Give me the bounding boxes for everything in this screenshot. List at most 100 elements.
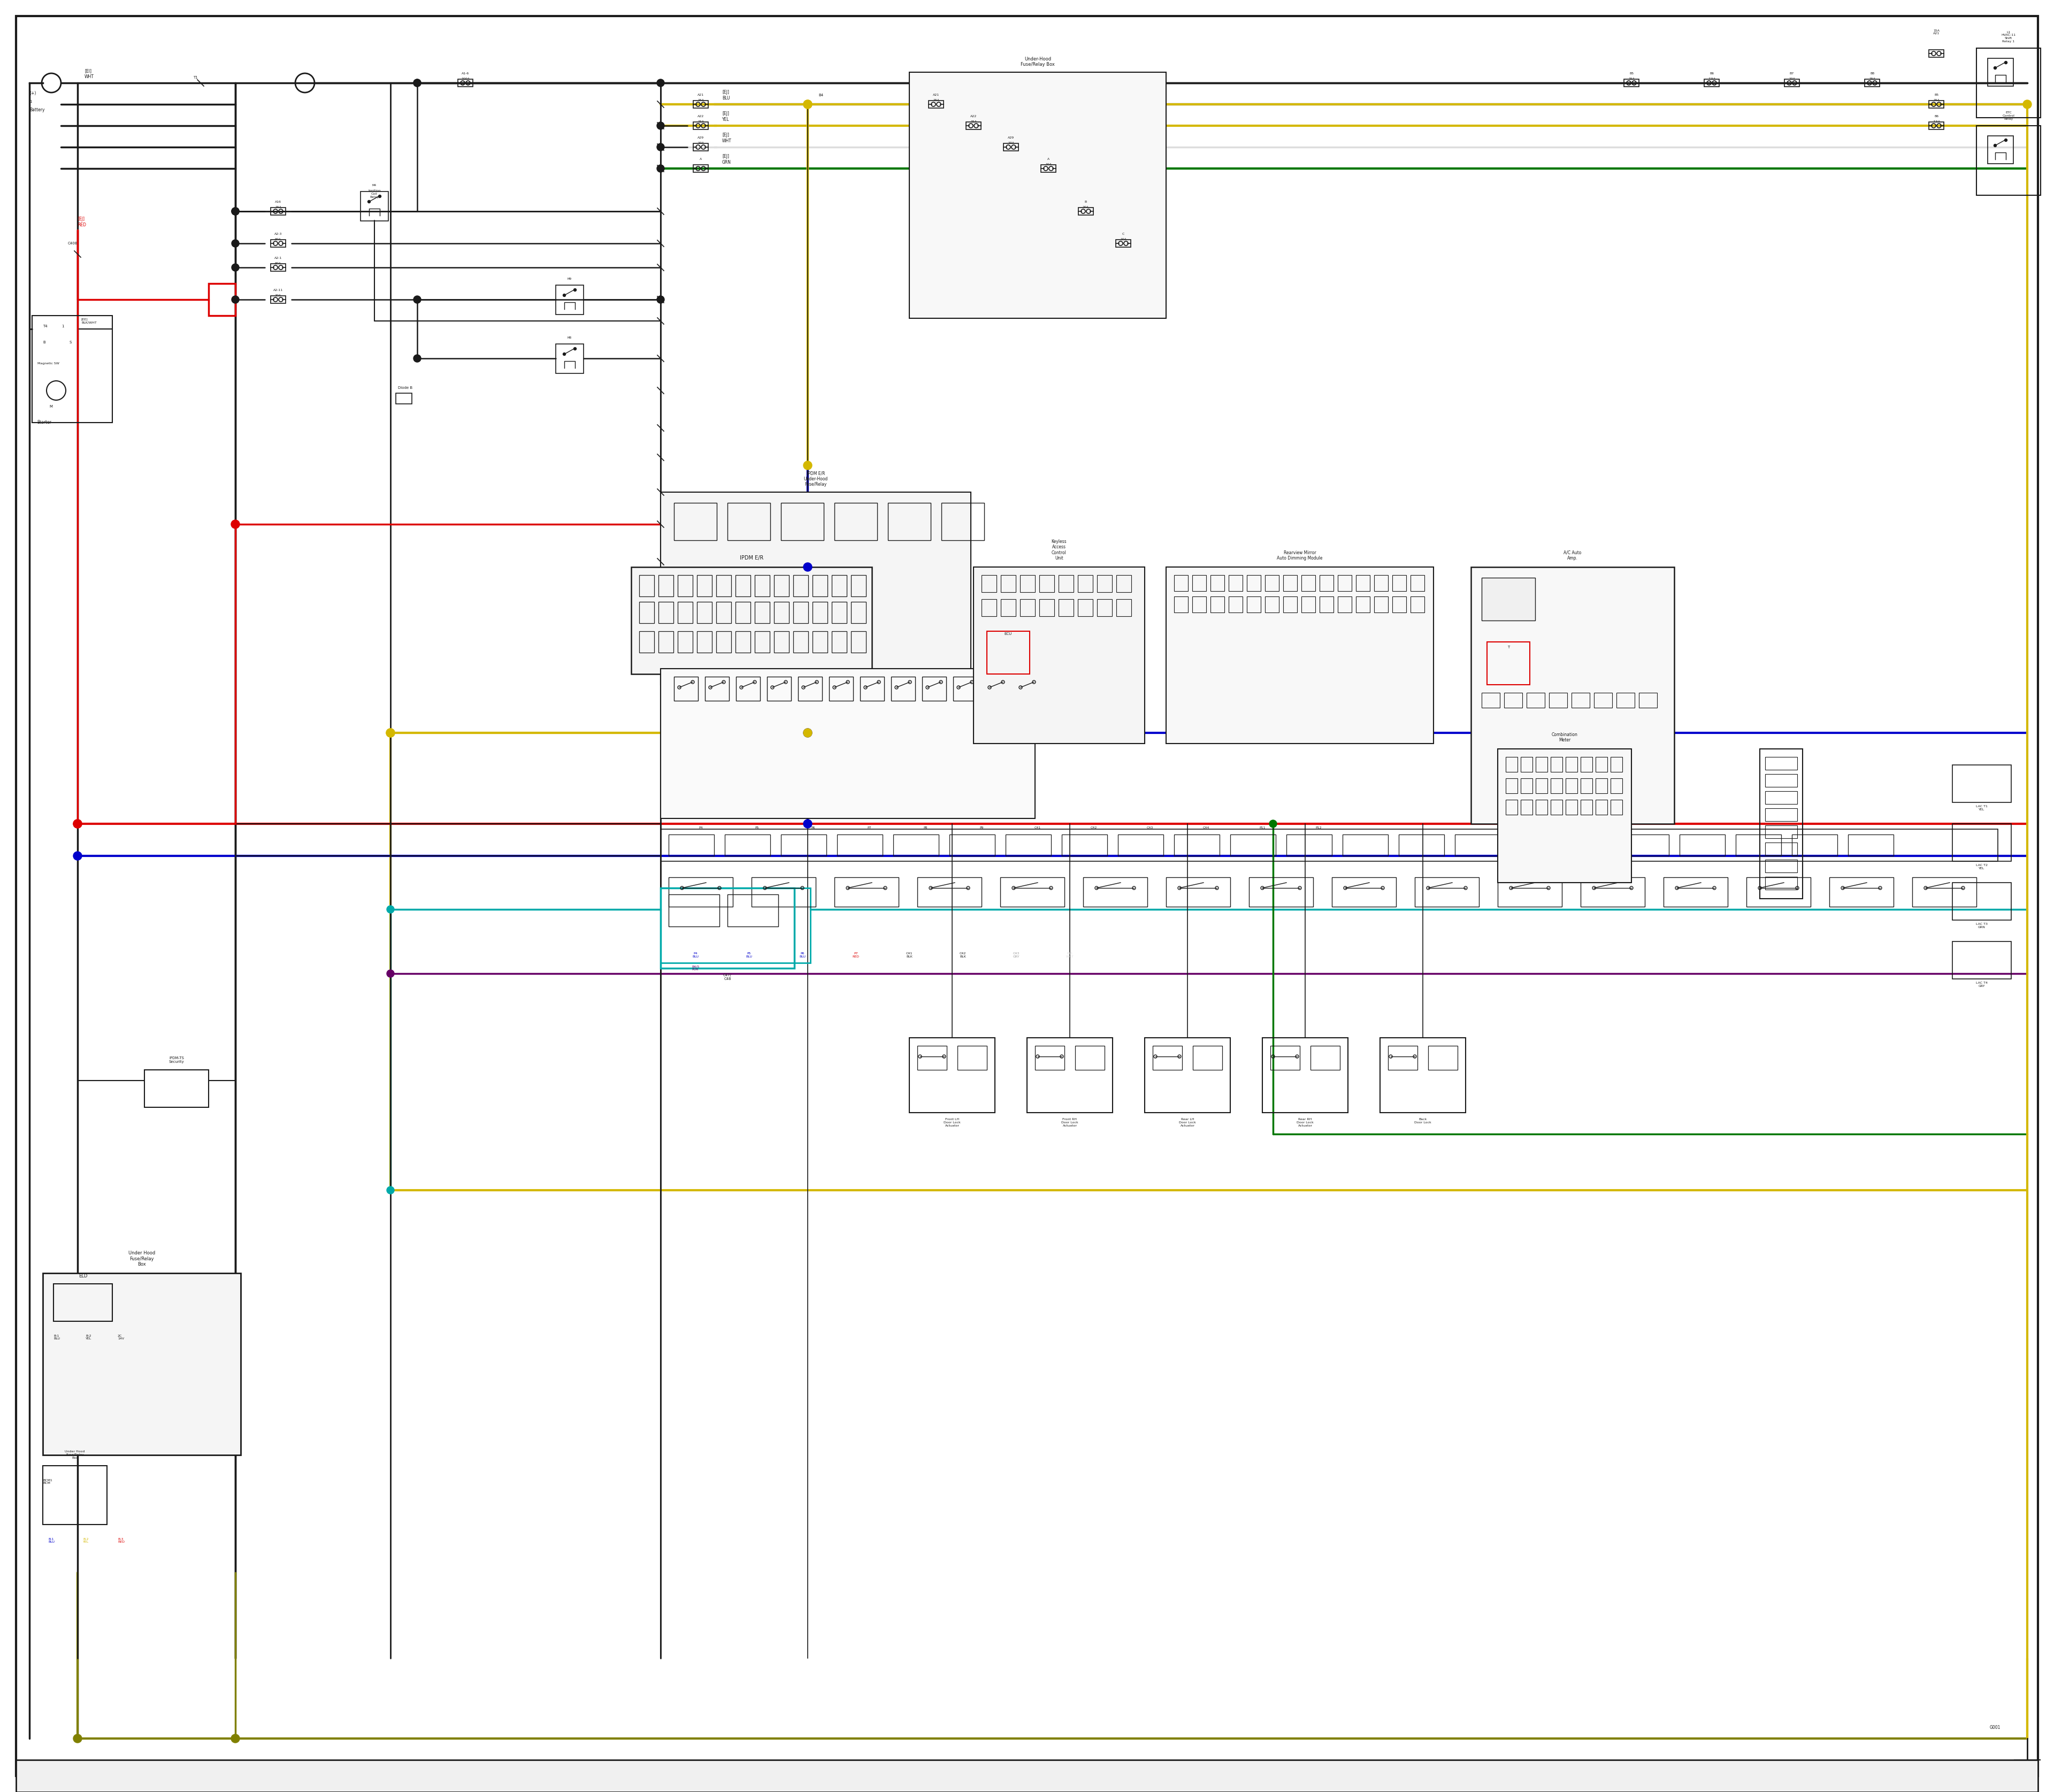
Bar — [793, 602, 807, 624]
Bar — [1664, 878, 1727, 907]
Text: A2-3: A2-3 — [275, 233, 281, 235]
Bar — [1191, 575, 1206, 591]
Bar — [861, 677, 883, 701]
Bar — [754, 602, 770, 624]
Bar — [661, 668, 1035, 819]
Bar — [1764, 860, 1797, 873]
Text: M4: M4 — [372, 185, 376, 186]
Text: LAC T3
GRN: LAC T3 GRN — [1976, 923, 1988, 928]
Bar — [1302, 597, 1315, 613]
Bar — [949, 835, 994, 857]
Bar — [1343, 835, 1389, 857]
Bar — [1639, 694, 1658, 708]
Bar — [1078, 575, 1093, 591]
Text: 60A: 60A — [275, 262, 281, 265]
Text: C42
BLK: C42 BLK — [959, 952, 965, 959]
Circle shape — [657, 165, 663, 172]
Bar — [1356, 575, 1370, 591]
Circle shape — [413, 296, 421, 303]
Bar — [1551, 756, 1563, 772]
Bar — [1551, 778, 1563, 794]
Bar — [850, 602, 867, 624]
Text: 10A: 10A — [698, 142, 705, 145]
Text: C43: C43 — [1146, 826, 1154, 830]
Text: P6: P6 — [811, 826, 815, 830]
Bar — [1265, 575, 1280, 591]
Bar — [631, 566, 871, 674]
Text: B4/5
PUR: B4/5 PUR — [692, 966, 698, 971]
Bar — [754, 631, 770, 652]
Bar — [1247, 597, 1261, 613]
Text: B5: B5 — [1629, 72, 1633, 75]
Bar — [1393, 597, 1407, 613]
Bar — [1865, 79, 1879, 86]
Text: 100A: 100A — [460, 77, 470, 81]
Bar — [1976, 125, 2040, 195]
Bar — [1015, 677, 1039, 701]
Bar — [1210, 597, 1224, 613]
Circle shape — [230, 1735, 240, 1744]
Text: [EI]
WHT: [EI] WHT — [84, 68, 94, 79]
Circle shape — [386, 969, 394, 977]
Text: IPDM E/R
Under-Hood
Fuse/Relay: IPDM E/R Under-Hood Fuse/Relay — [803, 471, 828, 487]
Circle shape — [232, 208, 238, 215]
Text: A2-1: A2-1 — [275, 256, 281, 260]
Bar — [1582, 778, 1592, 794]
Bar — [659, 575, 674, 597]
Text: T1: T1 — [193, 75, 197, 79]
Text: Combination
Meter: Combination Meter — [1551, 733, 1577, 742]
Bar — [362, 192, 388, 220]
Text: B4: B4 — [817, 93, 824, 97]
Bar — [1625, 79, 1639, 86]
Text: B-1
BLU: B-1 BLU — [53, 1335, 60, 1340]
Text: Diode B: Diode B — [398, 387, 413, 389]
Text: Rearview Mirror
Auto Dimming Module: Rearview Mirror Auto Dimming Module — [1278, 550, 1323, 561]
Text: P12: P12 — [1315, 826, 1321, 830]
Bar — [1988, 59, 2013, 86]
Bar — [1078, 208, 1093, 215]
Text: L1
HVAC-11
Shift
Relay 1: L1 HVAC-11 Shift Relay 1 — [2001, 30, 2015, 43]
Circle shape — [657, 296, 663, 303]
Text: A22: A22 — [969, 115, 978, 118]
Bar — [1399, 835, 1444, 857]
Bar — [1074, 1047, 1105, 1070]
Bar — [1506, 756, 1518, 772]
Circle shape — [803, 729, 811, 737]
Circle shape — [803, 100, 811, 109]
Bar — [639, 575, 653, 597]
Bar — [1764, 876, 1797, 889]
Bar — [1610, 778, 1623, 794]
Bar — [1610, 799, 1623, 815]
Bar — [1764, 756, 1797, 771]
Text: Starter: Starter — [37, 419, 51, 425]
Circle shape — [74, 851, 82, 860]
Bar — [1830, 878, 1894, 907]
Bar — [1791, 835, 1838, 857]
Bar — [1565, 778, 1577, 794]
Bar — [986, 631, 1029, 674]
Text: 15A: 15A — [698, 99, 705, 102]
Text: [EJ]
GRN: [EJ] GRN — [723, 154, 731, 165]
Bar — [1512, 835, 1557, 857]
Bar — [1228, 597, 1243, 613]
Bar — [1411, 597, 1423, 613]
Text: B8: B8 — [1869, 72, 1875, 75]
Bar — [1356, 597, 1370, 613]
Text: 15A: 15A — [698, 120, 705, 124]
Text: A29: A29 — [1009, 136, 1015, 140]
Bar — [1152, 1047, 1183, 1070]
Text: B-2
YEL: B-2 YEL — [86, 1335, 92, 1340]
Bar — [1549, 694, 1567, 708]
Bar — [735, 575, 750, 597]
Circle shape — [563, 294, 565, 297]
Bar — [661, 889, 795, 968]
Bar — [661, 889, 811, 962]
Bar — [1286, 835, 1331, 857]
Circle shape — [74, 1735, 82, 1744]
Text: M9: M9 — [567, 278, 571, 280]
Bar — [210, 283, 236, 315]
Text: C42: C42 — [1091, 826, 1097, 830]
Circle shape — [413, 355, 421, 362]
Bar — [893, 835, 939, 857]
Bar — [674, 677, 698, 701]
